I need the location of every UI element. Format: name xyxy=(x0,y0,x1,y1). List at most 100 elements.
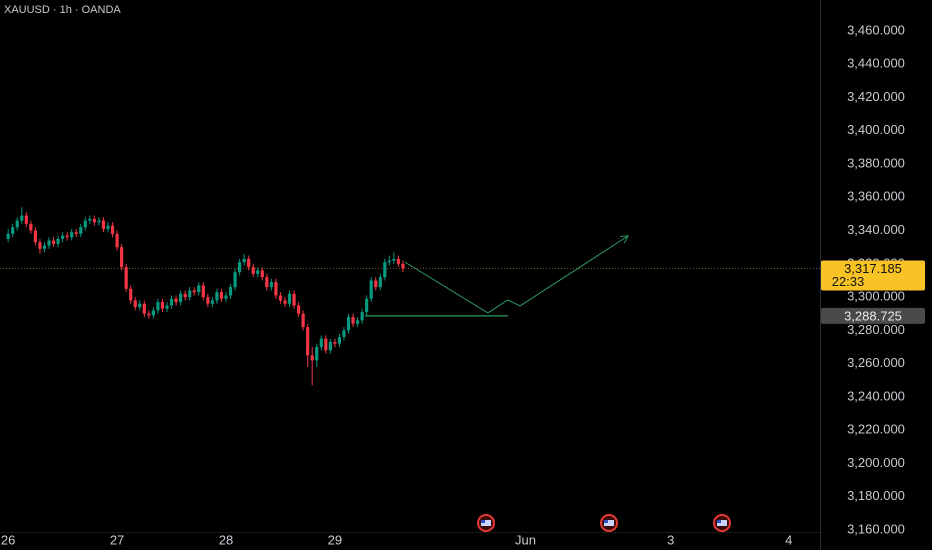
candle-body xyxy=(97,220,101,223)
candle-body xyxy=(79,227,83,234)
candle-body xyxy=(328,342,332,351)
countdown-label: 22:33 xyxy=(832,274,865,289)
candle-body xyxy=(24,215,28,224)
x-tick-label: 4 xyxy=(785,532,792,547)
candle-body xyxy=(287,293,292,304)
candle-body xyxy=(369,280,373,299)
candle-body xyxy=(360,312,364,321)
event-icon xyxy=(477,514,495,532)
level-price-box xyxy=(821,307,925,324)
candle-body xyxy=(147,313,151,316)
candle-body xyxy=(247,258,251,268)
candle-body xyxy=(396,258,401,264)
y-tick-label: 3,360.000 xyxy=(847,189,905,204)
candle-body xyxy=(197,285,201,293)
candle-body xyxy=(56,238,60,244)
candle-body xyxy=(133,300,137,308)
candle-body xyxy=(101,220,106,229)
candle-body xyxy=(238,262,242,273)
candle-body xyxy=(120,247,124,268)
candle-body xyxy=(310,355,314,361)
candle-body xyxy=(165,305,169,309)
candle-body xyxy=(292,293,296,306)
candle-body xyxy=(269,282,273,288)
last-price-box xyxy=(821,260,925,291)
x-tick-label: 29 xyxy=(328,532,342,547)
candle-body xyxy=(351,317,355,324)
candle-body xyxy=(233,272,237,288)
event-icon xyxy=(600,514,618,532)
candle-body xyxy=(74,232,78,234)
candle-body xyxy=(83,220,87,228)
x-tick-label: 27 xyxy=(110,532,124,547)
candle-body xyxy=(138,303,142,308)
candle-body xyxy=(296,305,301,314)
candle-body xyxy=(387,260,391,263)
candle-body xyxy=(179,293,183,303)
candle-body xyxy=(346,317,351,331)
candle-body xyxy=(333,342,337,344)
candle-body xyxy=(33,230,37,243)
x-tick-label: 28 xyxy=(219,532,233,547)
candle-body xyxy=(65,235,69,238)
candle-body xyxy=(319,338,323,348)
candle-body xyxy=(201,285,205,298)
candle-body xyxy=(47,240,51,246)
y-tick-label: 3,340.000 xyxy=(847,222,905,237)
candle-body xyxy=(301,313,305,328)
y-tick-label: 3,220.000 xyxy=(847,422,905,437)
candle-body xyxy=(92,218,96,223)
candle-body xyxy=(374,280,378,288)
y-tick-label: 3,440.000 xyxy=(847,56,905,71)
candle-body xyxy=(106,225,110,229)
candle-body xyxy=(110,225,115,234)
candle-body xyxy=(42,245,47,249)
x-tick-label: 3 xyxy=(667,532,674,547)
candle-body xyxy=(337,337,342,344)
candle-body xyxy=(61,235,65,239)
candle-body xyxy=(392,258,396,261)
candle-body xyxy=(342,330,346,338)
y-tick-label: 3,260.000 xyxy=(847,355,905,370)
candle-body xyxy=(188,290,192,298)
candle-body xyxy=(124,267,128,289)
candle-body xyxy=(11,227,15,234)
candle-body xyxy=(29,223,33,231)
event-icon xyxy=(713,514,731,532)
candle-body xyxy=(278,295,283,301)
y-tick-label: 3,160.000 xyxy=(847,521,905,536)
candle-body xyxy=(142,303,146,314)
candle-body xyxy=(210,300,214,304)
candle-body xyxy=(156,302,160,311)
y-tick-label: 3,200.000 xyxy=(847,455,905,470)
candle-body xyxy=(115,233,119,248)
candle-body xyxy=(260,270,264,278)
candle-body xyxy=(228,287,233,296)
candle-body xyxy=(215,292,219,301)
candle-body xyxy=(88,218,92,221)
candle-body xyxy=(265,277,269,288)
candle-body xyxy=(324,338,328,351)
candle-body xyxy=(129,288,133,301)
candle-body xyxy=(206,297,210,304)
y-tick-label: 3,460.000 xyxy=(847,22,905,37)
candle-body xyxy=(20,215,24,221)
y-tick-label: 3,240.000 xyxy=(847,388,905,403)
candle-body xyxy=(160,302,165,309)
candle-body xyxy=(169,298,174,306)
candle-body xyxy=(151,310,155,316)
candle-body xyxy=(38,242,42,249)
y-tick-label: 3,400.000 xyxy=(847,122,905,137)
candle-body xyxy=(306,327,310,356)
chart-title: XAUUSD · 1h · OANDA xyxy=(4,4,121,16)
x-tick-label: Jun xyxy=(515,532,536,547)
candle-body xyxy=(274,282,278,296)
candle-body xyxy=(383,262,387,278)
candles xyxy=(6,207,405,386)
candle-body xyxy=(51,240,56,244)
candle-body xyxy=(365,298,369,313)
projection-path xyxy=(404,236,628,314)
